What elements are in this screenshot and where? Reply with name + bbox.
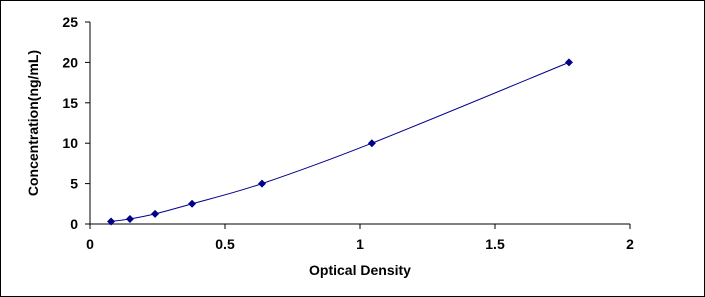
x-tick-label: 0.5 [215, 236, 235, 252]
point [107, 217, 116, 226]
x-tick-label: 1 [356, 236, 364, 252]
y-tick-label: 15 [62, 95, 78, 111]
point [564, 58, 573, 67]
y-tick-label: 0 [70, 216, 78, 232]
point [257, 179, 266, 188]
x-tick-label: 0 [86, 236, 94, 252]
point [151, 209, 160, 218]
x-axis-label: Optical Density [309, 262, 411, 278]
x-tick-label: 1.5 [485, 236, 505, 252]
point [125, 214, 134, 223]
y-tick-label: 5 [70, 176, 78, 192]
point [188, 199, 197, 208]
y-tick-label: 10 [62, 135, 78, 151]
y-axis-label: Concentration(ng/mL) [25, 50, 41, 196]
point [367, 139, 376, 148]
y-tick-label: 25 [62, 14, 78, 30]
y-tick-label: 20 [62, 54, 78, 70]
x-tick-label: 2 [626, 236, 634, 252]
